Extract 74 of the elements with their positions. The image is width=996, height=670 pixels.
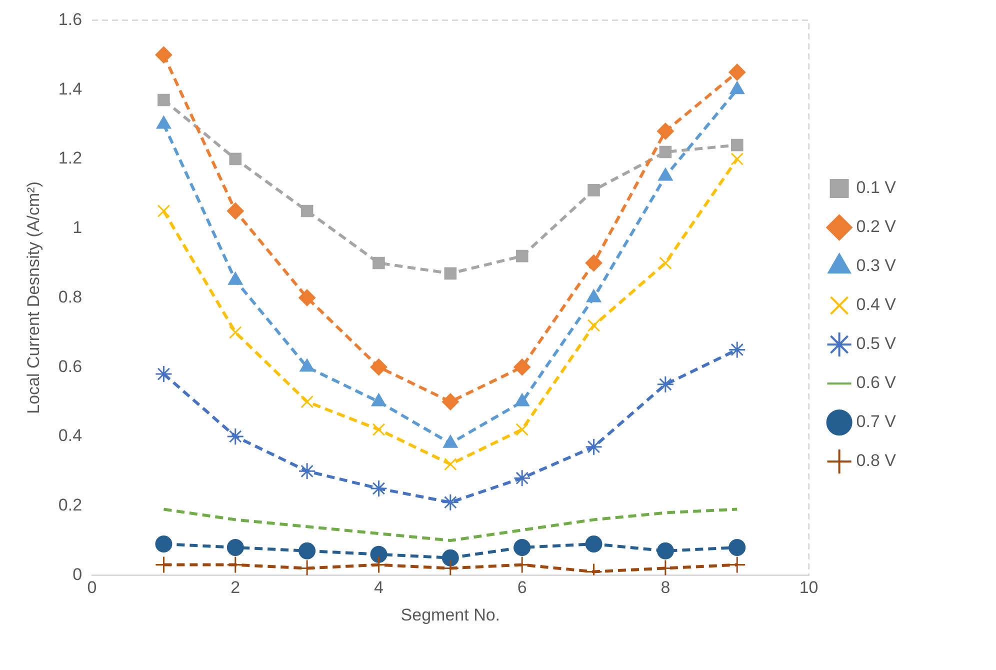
- legend-label: 0.6 V: [856, 373, 897, 392]
- point: [300, 204, 314, 218]
- point: [728, 556, 746, 574]
- point: [513, 469, 531, 487]
- point: [157, 204, 170, 218]
- y-tick-label: 0.6: [58, 356, 82, 376]
- point: [444, 458, 457, 471]
- x-tick-label: 6: [517, 578, 527, 598]
- y-tick-label: 0: [72, 564, 82, 584]
- point: [656, 542, 674, 560]
- point: [728, 340, 746, 358]
- point: [372, 256, 385, 270]
- point: [298, 542, 316, 560]
- point: [228, 326, 242, 339]
- point: [513, 556, 531, 574]
- y-tick-label: 0.4: [58, 426, 82, 446]
- point: [155, 535, 172, 552]
- x-tick-label: 8: [660, 578, 670, 598]
- point: [226, 202, 244, 220]
- x-axis-title: Segment No.: [400, 605, 500, 624]
- y-axis-title: Local Current Desnsity (A/cm²): [24, 182, 43, 414]
- legend-label: 0.1 V: [856, 178, 897, 198]
- y-tick-label: 1.2: [58, 148, 82, 168]
- y-tick-label: 0.2: [58, 496, 82, 515]
- y-tick-label: 1.4: [58, 79, 82, 98]
- y-tick-label: 1.6: [58, 10, 82, 29]
- point: [298, 289, 316, 306]
- point: [728, 64, 746, 81]
- point: [372, 423, 386, 436]
- legend-label: 0.4 V: [856, 295, 897, 314]
- point: [588, 184, 600, 196]
- legend-label: 0.8 V: [856, 451, 897, 470]
- x-tick-label: 0: [87, 578, 97, 598]
- point: [514, 358, 531, 376]
- point: [587, 319, 600, 332]
- x-tick-label: 2: [230, 578, 240, 598]
- point: [370, 546, 388, 563]
- point: [585, 254, 602, 272]
- legend-label: 0.7 V: [856, 412, 897, 432]
- point: [442, 549, 459, 566]
- point: [728, 538, 746, 556]
- point: [154, 556, 172, 574]
- point: [226, 538, 244, 556]
- point: [656, 122, 674, 140]
- point: [730, 138, 744, 152]
- y-tick-label: 1: [72, 218, 82, 238]
- y-tick-label: 0.8: [58, 287, 82, 306]
- point: [229, 152, 242, 166]
- point: [516, 423, 529, 436]
- point: [585, 438, 603, 456]
- legend-label: 0.2 V: [856, 217, 897, 236]
- point: [370, 358, 388, 376]
- point: [300, 395, 314, 408]
- point: [155, 46, 172, 64]
- legend-label: 0.5 V: [856, 334, 897, 354]
- point: [442, 494, 460, 512]
- point: [656, 376, 674, 394]
- point: [444, 267, 457, 280]
- point: [154, 365, 172, 383]
- point: [585, 535, 602, 552]
- point: [516, 250, 528, 262]
- legend-label: 0.3 V: [856, 256, 897, 276]
- point: [226, 428, 244, 446]
- point: [514, 538, 531, 556]
- point: [370, 480, 388, 498]
- x-tick-label: 10: [799, 578, 818, 598]
- point: [659, 146, 672, 158]
- point: [298, 462, 316, 480]
- point: [158, 94, 170, 106]
- line-series: [162, 508, 739, 542]
- point: [730, 152, 744, 166]
- point: [659, 256, 672, 270]
- x-tick-label: 4: [374, 578, 384, 598]
- point: [442, 393, 459, 410]
